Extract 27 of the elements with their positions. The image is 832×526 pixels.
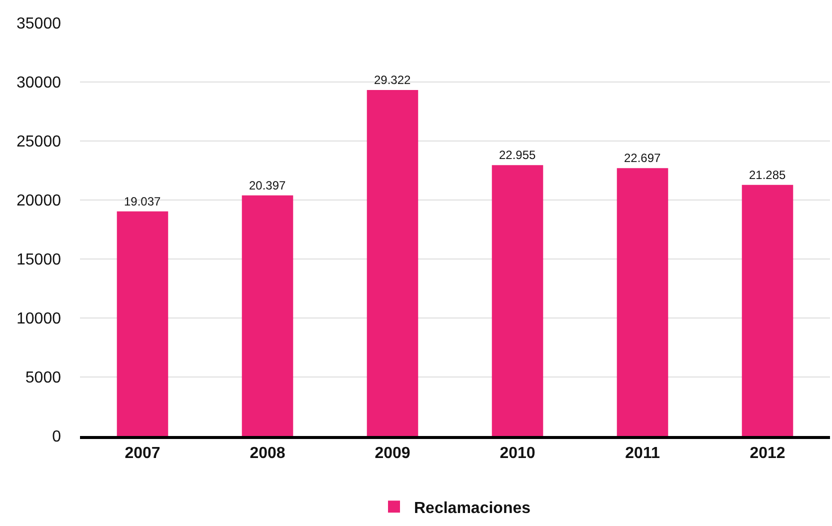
x-tick-label: 2009 <box>374 445 410 462</box>
data-label: 29.322 <box>374 73 412 87</box>
x-tick-label: 2008 <box>250 445 286 462</box>
y-tick-label: 35000 <box>16 16 62 33</box>
data-label: 19.037 <box>124 194 162 208</box>
bar <box>242 195 294 436</box>
x-tick-label: 2011 <box>625 445 660 462</box>
data-label: 22.697 <box>624 151 662 166</box>
x-tick-label: 2010 <box>500 445 536 462</box>
bar <box>616 168 668 436</box>
data-label: 20.397 <box>248 178 286 192</box>
y-tick-label: 20000 <box>16 192 62 210</box>
y-tick-label: 5000 <box>25 370 62 387</box>
x-tick-label: 2012 <box>750 445 786 462</box>
y-tick-label: 15000 <box>16 252 62 269</box>
legend-label: Reclamaciones <box>414 500 531 517</box>
y-tick-label: 25000 <box>16 134 62 151</box>
bar <box>492 165 544 436</box>
x-tick-label: 2007 <box>124 445 160 462</box>
y-tick-label: 10000 <box>16 310 62 328</box>
bar <box>366 90 418 436</box>
bar <box>742 184 794 436</box>
data-label: 21.285 <box>748 168 786 182</box>
bar <box>116 211 168 436</box>
data-label: 22.955 <box>498 148 536 162</box>
y-tick-label: 30000 <box>16 74 62 92</box>
y-tick-label: 0 <box>52 428 62 446</box>
